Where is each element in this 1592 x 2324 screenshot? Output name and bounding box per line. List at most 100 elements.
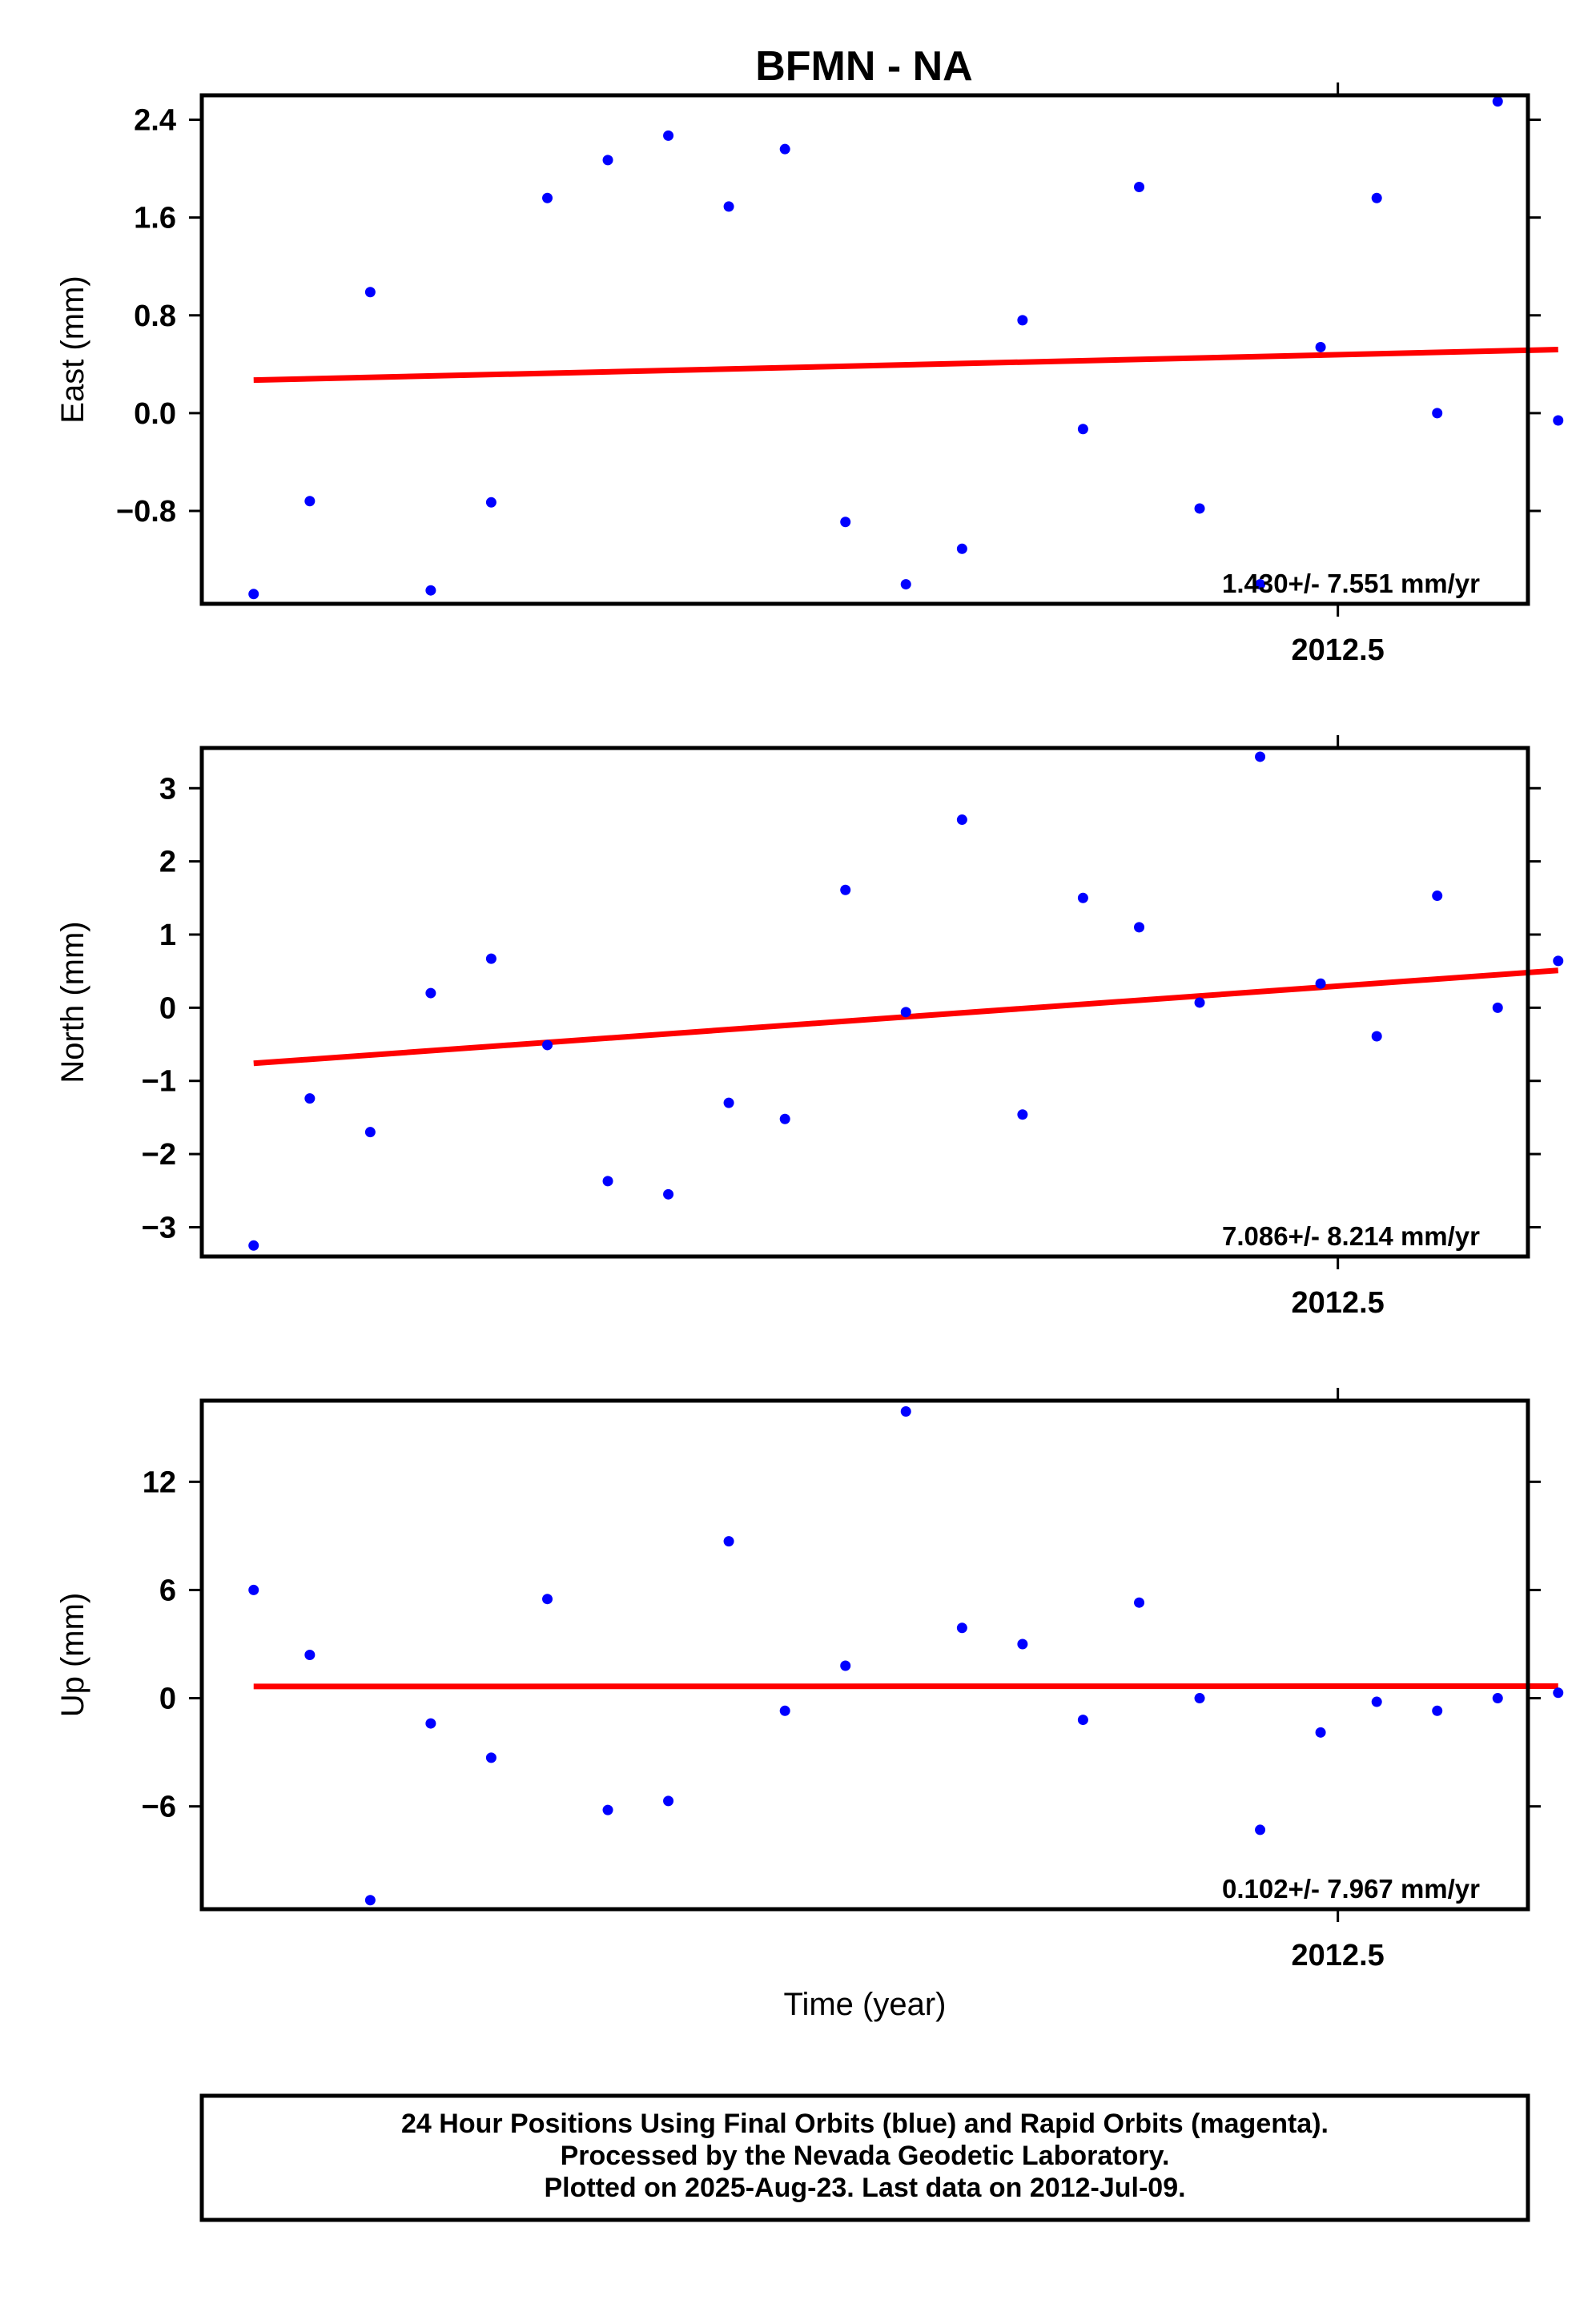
north-ytick-label: 3 bbox=[159, 772, 176, 806]
east-xtick-label: 2012.5 bbox=[1292, 633, 1385, 667]
north-data-point bbox=[723, 1097, 734, 1108]
up-data-point bbox=[1255, 1824, 1266, 1835]
east-data-point bbox=[1371, 192, 1382, 203]
up-data-point bbox=[1017, 1638, 1028, 1650]
chart-title: BFMN - NA bbox=[755, 43, 973, 90]
up-data-point bbox=[1371, 1696, 1382, 1707]
north-data-point bbox=[425, 987, 436, 999]
north-ytick-label: 2 bbox=[159, 846, 176, 879]
east-data-point bbox=[663, 130, 674, 141]
north-data-point bbox=[956, 814, 967, 826]
up-data-point bbox=[1553, 1687, 1564, 1699]
up-data-point bbox=[900, 1406, 911, 1417]
east-data-point bbox=[425, 585, 436, 596]
north-data-point bbox=[1194, 997, 1205, 1008]
north-data-point bbox=[1371, 1031, 1382, 1042]
footer-frame bbox=[199, 2093, 1530, 2222]
east-data-point bbox=[779, 143, 790, 155]
up-data-point bbox=[304, 1650, 316, 1660]
up-ytick-label: 12 bbox=[143, 1466, 176, 1499]
up-data-point bbox=[1194, 1693, 1205, 1704]
north-data-point bbox=[542, 1039, 553, 1051]
up-data-point bbox=[1432, 1705, 1443, 1716]
east-ylabel: East (mm) bbox=[55, 275, 90, 423]
up-ytick-label: 6 bbox=[159, 1574, 176, 1607]
east-data-point bbox=[1194, 503, 1205, 514]
east-trend-line bbox=[253, 347, 1558, 384]
north-ytick-label: 1 bbox=[159, 919, 176, 952]
east-ytick-label: 0.8 bbox=[134, 300, 176, 333]
east-data-point bbox=[542, 192, 553, 203]
up-data-point bbox=[1492, 1693, 1503, 1704]
east-ytick-label: 2.4 bbox=[134, 104, 176, 138]
up-frame bbox=[199, 1398, 1530, 1912]
east-data-point bbox=[304, 496, 316, 507]
east-data-point bbox=[1553, 415, 1564, 426]
north-data-point bbox=[840, 884, 851, 895]
east-data-point bbox=[723, 201, 734, 212]
east-data-point bbox=[364, 287, 376, 298]
north-ylabel: North (mm) bbox=[55, 921, 90, 1083]
north-xtick-label: 2012.5 bbox=[1292, 1286, 1385, 1320]
north-ytick-label: −3 bbox=[142, 1211, 176, 1244]
east-frame bbox=[199, 93, 1530, 606]
north-data-point bbox=[663, 1188, 674, 1200]
east-data-point bbox=[1134, 181, 1145, 192]
up-data-point bbox=[723, 1536, 734, 1547]
north-frame bbox=[199, 746, 1530, 1259]
north-data-point bbox=[248, 1240, 259, 1251]
east-data-point bbox=[1077, 424, 1088, 435]
up-data-point bbox=[542, 1594, 553, 1605]
north-ytick-label: −1 bbox=[142, 1065, 176, 1099]
east-data-point bbox=[248, 589, 259, 600]
north-data-point bbox=[1077, 892, 1088, 903]
up-data-point bbox=[602, 1804, 613, 1815]
up-data-point bbox=[663, 1795, 674, 1807]
east-rate-label: 1.430+/- 7.551 mm/yr bbox=[1222, 569, 1480, 598]
up-xlabel: Time (year) bbox=[784, 1987, 947, 2022]
up-ytick-label: −6 bbox=[142, 1791, 176, 1824]
up-data-point bbox=[1077, 1715, 1088, 1726]
up-ytick-label: 0 bbox=[159, 1683, 176, 1716]
up-data-point bbox=[1134, 1597, 1145, 1608]
north-ytick-label: −2 bbox=[142, 1138, 176, 1172]
north-data-point bbox=[779, 1113, 790, 1124]
up-data-point bbox=[425, 1718, 436, 1729]
up-data-point bbox=[364, 1895, 376, 1906]
up-data-point bbox=[1315, 1727, 1326, 1738]
east-data-point bbox=[1432, 408, 1443, 419]
north-ytick-label: 0 bbox=[159, 991, 176, 1025]
north-data-point bbox=[602, 1176, 613, 1187]
east-ytick-label: −0.8 bbox=[116, 495, 176, 529]
north-data-point bbox=[1315, 978, 1326, 989]
up-ylabel: Up (mm) bbox=[55, 1593, 90, 1718]
up-data-point bbox=[248, 1584, 259, 1595]
north-data-point bbox=[364, 1127, 376, 1138]
panel-north: 3 2 1 0 −1 −2 −3 2012.5 North (mm) 7.086+/- 8.214… bbox=[55, 735, 1564, 1320]
east-data-point bbox=[956, 543, 967, 554]
east-data-point bbox=[602, 155, 613, 166]
north-data-point bbox=[1553, 955, 1564, 967]
up-xtick-label: 2012.5 bbox=[1292, 1939, 1385, 1972]
north-data-point bbox=[1255, 751, 1266, 762]
footer-box: 24 Hour Positions Using Final Orbits (bl… bbox=[199, 2093, 1530, 2222]
east-data-point bbox=[1492, 96, 1503, 107]
north-data-point bbox=[1432, 891, 1443, 902]
north-data-point bbox=[1492, 1002, 1503, 1013]
up-data-point bbox=[485, 1752, 496, 1763]
footer-line-1: 24 Hour Positions Using Final Orbits (bl… bbox=[401, 2109, 1329, 2139]
panels-group: 2.4 1.6 0.8 0.0 −0.8 2012.5 East (mm) 1.430+/- … bbox=[55, 82, 1564, 2022]
north-data-point bbox=[304, 1093, 316, 1104]
up-rate-label: 0.102+/- 7.967 mm/yr bbox=[1222, 1874, 1480, 1904]
footer-line-2: Processed by the Nevada Geodetic Laborat… bbox=[561, 2141, 1170, 2171]
east-data-point bbox=[485, 497, 496, 508]
east-ytick-label: 0.0 bbox=[134, 397, 176, 431]
east-ytick-label: 1.6 bbox=[134, 202, 176, 235]
north-rate-label: 7.086+/- 8.214 mm/yr bbox=[1222, 1221, 1480, 1251]
north-data-point bbox=[485, 953, 496, 964]
panel-up: 12 6 0 −6 2012.5 Up (mm) Time (year) 0.102+/- 7… bbox=[55, 1388, 1564, 2022]
north-data-point bbox=[900, 1007, 911, 1018]
footer-line-3: Plotted on 2025-Aug-23. Last data on 201… bbox=[544, 2173, 1185, 2203]
panel-east: 2.4 1.6 0.8 0.0 −0.8 2012.5 East (mm) 1.430+/- … bbox=[55, 82, 1564, 667]
